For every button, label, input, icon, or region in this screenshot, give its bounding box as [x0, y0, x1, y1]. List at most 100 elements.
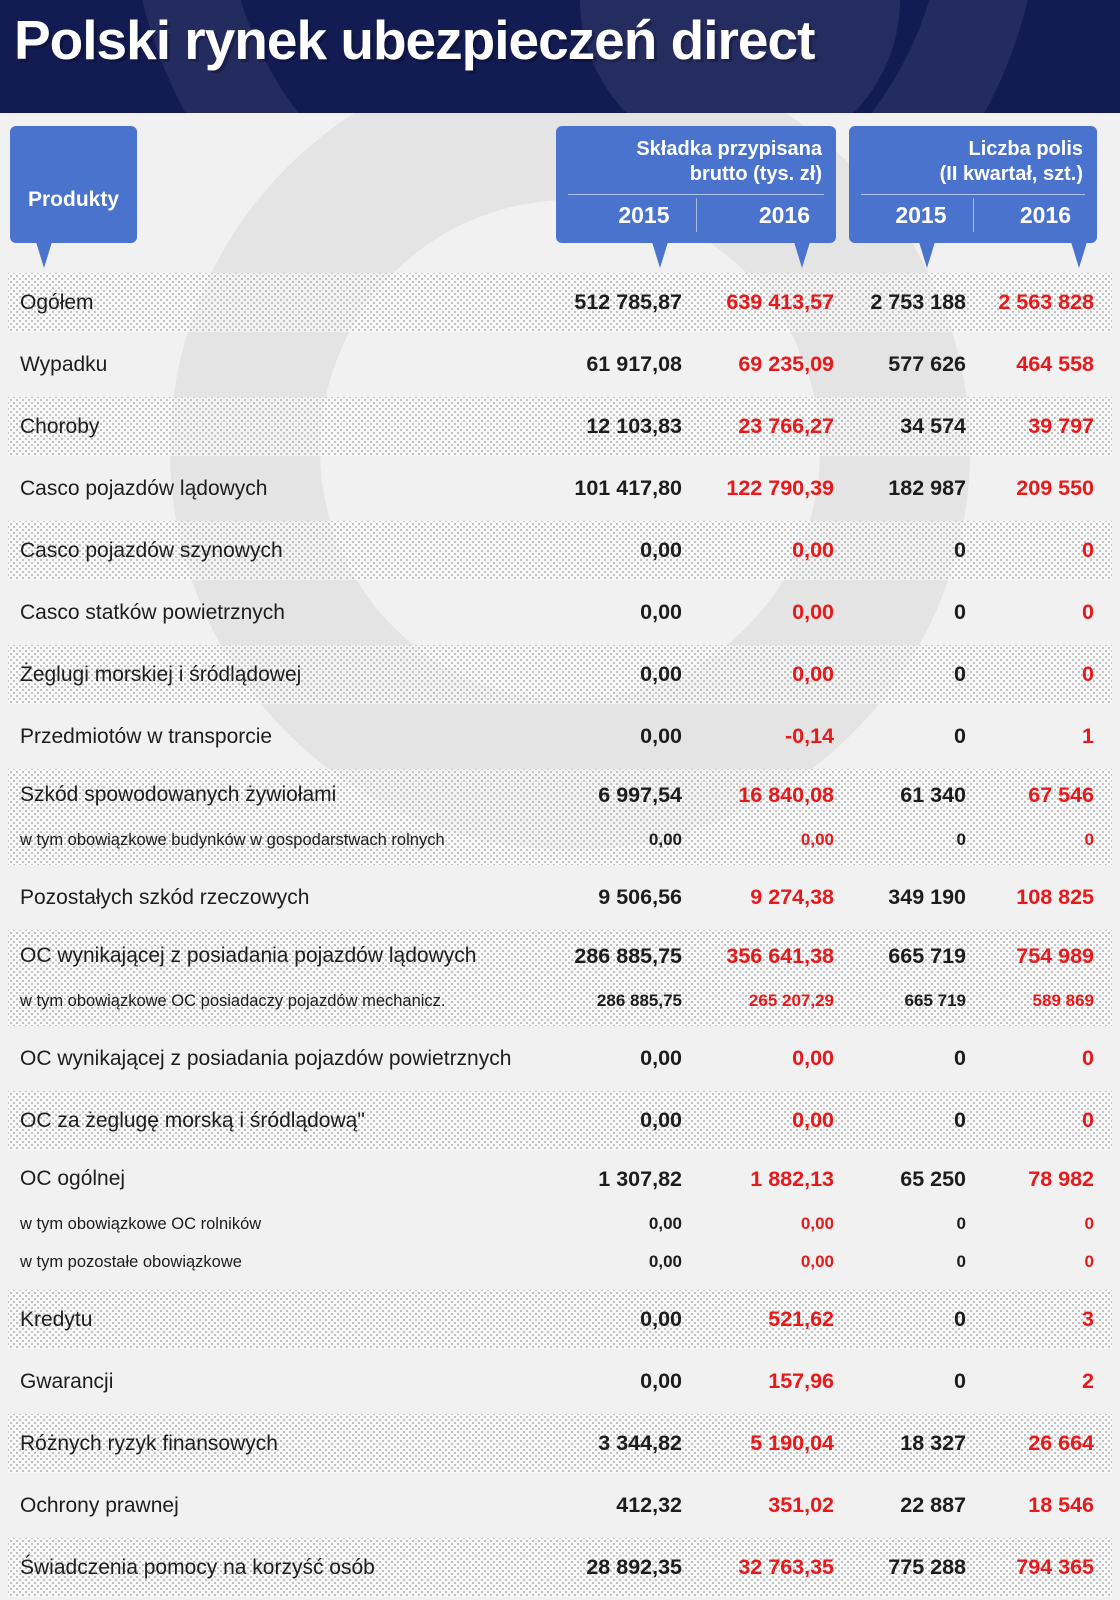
policies-2016-value: 794 365	[1016, 1555, 1094, 1579]
policies-2016-value: 754 989	[1016, 943, 1094, 968]
premium-2016-value: 0,00	[792, 662, 834, 686]
table-row: OC wynikającej z posiadania pojazdów ląd…	[8, 927, 1112, 1029]
bubble-separator	[861, 194, 1085, 195]
policies-2015-value: 0	[954, 600, 966, 624]
table-row: Wypadku 61 917,08 69 235,09 577 626 464 …	[8, 335, 1112, 394]
policies-2015-value: 577 626	[888, 352, 966, 376]
policies-2016-value: 2 563 828	[998, 290, 1094, 314]
policies-2015-value: 0	[956, 830, 966, 849]
table-row: Kredytu 0,00 521,62 0 3	[8, 1287, 1112, 1352]
premium-group-title: Składka przypisana brutto (tys. zł)	[556, 126, 836, 187]
policies-2016-value: 0	[1082, 662, 1094, 686]
premium-2016-value: 521,62	[768, 1307, 834, 1331]
row-label: OC wynikającej z posiadania pojazdów pow…	[20, 1046, 512, 1070]
policies-group-title: Liczba polis (II kwartał, szt.)	[849, 126, 1097, 187]
policies-2016-value: 2	[1082, 1369, 1094, 1393]
bubble-tail	[652, 242, 668, 268]
policies-2015-value: 0	[954, 538, 966, 562]
premium-2015-value: 12 103,83	[586, 414, 682, 438]
premium-2016-value: 0,00	[792, 1046, 834, 1070]
policies-2016-value: 0	[1084, 1252, 1094, 1271]
header-decor-circle	[580, 0, 900, 113]
row-label: OC za żeglugę morską i śródlądową"	[20, 1108, 365, 1132]
premium-2015-value: 3 344,82	[598, 1431, 682, 1455]
row-label: w tym obowiązkowe budynków w gospodarstw…	[20, 830, 445, 849]
premium-2016-value: 5 190,04	[750, 1431, 834, 1455]
premium-2016-value: 69 235,09	[738, 352, 834, 376]
premium-2016-value: 0,00	[800, 830, 834, 849]
premium-group-bubble: Składka przypisana brutto (tys. zł) 2015…	[556, 126, 836, 268]
policies-2015-value: 0	[954, 1369, 966, 1393]
premium-2016-value: 1 882,13	[750, 1166, 834, 1191]
policies-2016-value: 0	[1082, 1046, 1094, 1070]
row-label: Przedmiotów w transporcie	[20, 724, 273, 748]
policies-2016-value: 209 550	[1016, 476, 1094, 500]
premium-2016-value: 32 763,35	[738, 1555, 834, 1579]
row-label: OC ogólnej	[20, 1167, 126, 1190]
premium-title-line2: brutto (tys. zł)	[689, 163, 822, 185]
table-row: Gwarancji 0,00 157,96 0 2	[8, 1352, 1112, 1411]
table-row: Świadczenia pomocy na korzyść osób 28 89…	[8, 1535, 1112, 1600]
policies-2016-value: 589 869	[1032, 991, 1094, 1010]
policies-2016-value: 0	[1082, 600, 1094, 624]
policies-year-2015: 2015	[895, 202, 947, 228]
premium-2016-value: 351,02	[768, 1493, 834, 1517]
premium-2016-value: 16 840,08	[738, 782, 834, 807]
row-label: Różnych ryzyk finansowych	[20, 1431, 278, 1455]
policies-2016-value: 39 797	[1028, 414, 1094, 438]
policies-2016-value: 78 982	[1028, 1166, 1094, 1191]
row-label: Casco pojazdów szynowych	[20, 538, 283, 562]
policies-title-line2: (II kwartał, szt.)	[939, 163, 1083, 185]
policies-2016-value: 0	[1084, 830, 1094, 849]
premium-2015-value: 6 997,54	[598, 782, 682, 807]
premium-2016-value: 9 274,38	[750, 885, 834, 909]
policies-2015-value: 0	[956, 1252, 966, 1271]
policies-2015-value: 61 340	[900, 782, 966, 807]
row-label: w tym pozostałe obowiązkowe	[20, 1252, 242, 1271]
row-label: Choroby	[20, 414, 100, 438]
premium-2015-value: 0,00	[640, 1369, 682, 1393]
premium-2016-value: -0,14	[784, 724, 834, 748]
header-bar: Polski rynek ubezpieczeń direct	[0, 0, 1120, 113]
policies-2016-value: 3	[1082, 1307, 1094, 1331]
table-row: Żeglugi morskiej i śródlądowej 0,00 0,00…	[8, 642, 1112, 707]
policies-2016-value: 26 664	[1028, 1431, 1094, 1455]
products-header-bubble: Produkty	[10, 126, 137, 268]
policies-2015-value: 0	[954, 724, 966, 748]
bubble-separator	[568, 194, 824, 195]
row-label: Świadczenia pomocy na korzyść osób	[20, 1555, 375, 1579]
policies-2015-value: 34 574	[900, 414, 966, 438]
premium-2016-value: 265 207,29	[748, 991, 834, 1010]
policies-2016-value: 0	[1084, 1214, 1094, 1233]
policies-2016-value: 464 558	[1016, 352, 1094, 376]
premium-2015-value: 0,00	[648, 1214, 682, 1233]
page-title: Polski rynek ubezpieczeń direct	[14, 9, 815, 71]
policies-2016-value: 0	[1082, 1108, 1094, 1132]
premium-2015-value: 0,00	[640, 1307, 682, 1331]
premium-2015-value: 0,00	[648, 830, 682, 849]
policies-2015-value: 775 288	[888, 1555, 966, 1579]
row-label: Wypadku	[20, 352, 108, 376]
row-label: Szkód spowodowanych żywiołami	[20, 783, 337, 806]
premium-2015-value: 286 885,75	[574, 943, 682, 968]
bubble-tail	[794, 242, 810, 268]
policies-2015-value: 0	[954, 1108, 966, 1132]
table-row: OC za żeglugę morską i śródlądową" 0,00 …	[8, 1088, 1112, 1153]
products-header-label: Produkty	[28, 188, 120, 211]
premium-2015-value: 0,00	[640, 662, 682, 686]
table-row: Casco pojazdów szynowych 0,00 0,00 0 0	[8, 518, 1112, 583]
table-row: Przedmiotów w transporcie 0,00 -0,14 0 1	[8, 707, 1112, 766]
premium-2016-value: 23 766,27	[738, 414, 834, 438]
bubble-tail	[919, 242, 935, 268]
premium-title-line1: Składka przypisana	[636, 138, 822, 160]
row-label: Casco pojazdów lądowych	[20, 476, 268, 500]
policies-group-bubble: Liczba polis (II kwartał, szt.) 2015 201…	[849, 126, 1097, 268]
policies-2015-value: 0	[954, 1046, 966, 1070]
premium-2016-value: 0,00	[800, 1214, 834, 1233]
premium-2015-value: 9 506,56	[598, 885, 682, 909]
row-label: Żeglugi morskiej i śródlądowej	[20, 662, 302, 686]
row-label: Kredytu	[20, 1307, 93, 1331]
premium-2016-value: 157,96	[768, 1369, 834, 1393]
premium-2016-value: 0,00	[792, 1108, 834, 1132]
policies-2015-value: 0	[954, 1307, 966, 1331]
